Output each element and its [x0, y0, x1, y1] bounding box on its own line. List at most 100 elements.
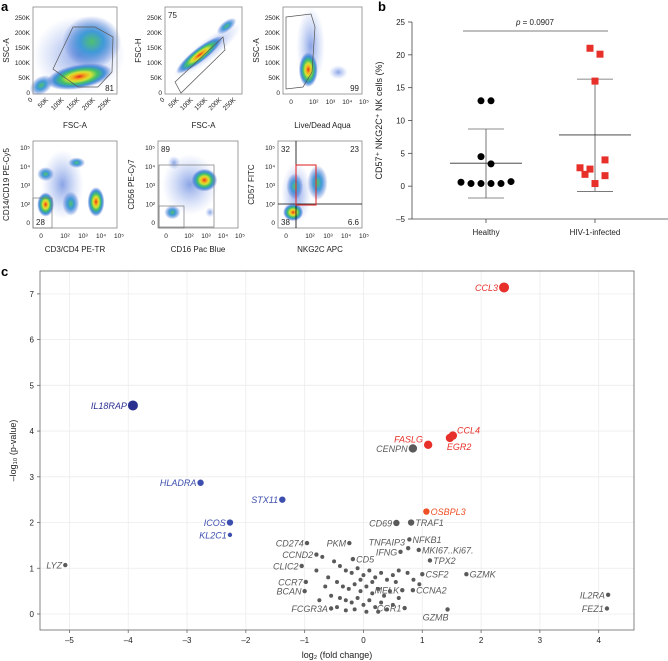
gene-cd5: CD5: [350, 555, 375, 565]
gene-point: [411, 577, 416, 582]
panel-label-b: b: [378, 0, 386, 14]
x-tick-label: 10²: [60, 233, 70, 240]
cell-population-density: [176, 36, 224, 74]
gene-point: [358, 577, 363, 582]
data-point: [457, 178, 465, 186]
flow-plot-nk: 89 0 10² 10³ 10⁴ 10⁵ 0 10² 10³ 10⁴ 10⁵ CD16 Pac Blu…: [127, 140, 245, 254]
gene-cd69: CD69: [369, 518, 400, 528]
gene-label: FCGR3A: [291, 604, 328, 614]
gene-tpx2: TPX2: [427, 556, 456, 566]
gene-point: [337, 595, 342, 600]
gene-point: [379, 600, 384, 605]
gene-bcan: BCAN: [276, 587, 307, 597]
plot-frame: [39, 270, 635, 631]
gene-label: CCL3: [475, 283, 498, 293]
cell-population-density: [46, 63, 113, 90]
y-tick-label: 200K: [265, 30, 281, 37]
x-tick-label: 3: [538, 636, 543, 645]
x-tick-label: 0: [39, 233, 43, 240]
gene-point: [328, 606, 334, 611]
cell-population-density: [307, 165, 328, 201]
x-tick-label: 4: [596, 636, 601, 645]
y-axis-label: CD14/CD19 PE-Cy5: [2, 147, 11, 220]
cell-population-density: [328, 65, 348, 80]
x-tick-label: 50K: [37, 96, 51, 110]
y-tick-label: 0: [26, 90, 30, 97]
gene-point: [604, 606, 610, 611]
gene-label: IL18RAP: [91, 401, 127, 411]
y-tick-label: 10⁴: [265, 164, 275, 171]
gene-point: [384, 607, 389, 612]
gene-il2ra: IL2RA: [580, 590, 611, 600]
y-tick-label: 0: [276, 90, 280, 97]
nkg2c-cd57-gate: [295, 164, 317, 206]
gene-point: [390, 573, 395, 578]
x-tick-label: 10³: [323, 233, 333, 240]
plot-frame: [157, 140, 239, 229]
cell-population-density: [216, 17, 237, 35]
y-tick-label: 5: [30, 381, 35, 390]
data-point: [477, 97, 485, 105]
y-tick-label: 150K: [265, 45, 281, 52]
gene-point: [393, 519, 400, 527]
cell-population-density: [283, 203, 304, 222]
gene-point: [423, 508, 430, 515]
cell-population-density: [62, 15, 122, 68]
gene-point: [384, 577, 389, 582]
gene-point: [390, 602, 395, 607]
data-point: [467, 180, 475, 188]
flow-plot-nkg2c-cd57: 32 23 38 6.6 0 10² 10³ 10⁴ 10⁵ 0 10² 10³ 10⁴ 10⁵ NKG2C…: [247, 140, 369, 254]
gene-point: [407, 537, 412, 542]
y-axis-label: SSC-A: [252, 38, 261, 63]
y-tick-label: 10⁵: [265, 145, 275, 152]
gene-fcgr3a: FCGR3A: [291, 604, 334, 614]
gene-point: [337, 563, 342, 568]
data-point: [497, 180, 505, 188]
gene-point: [367, 598, 372, 603]
data-point: [591, 77, 599, 85]
y-tick-label: 2: [30, 519, 35, 528]
gene-point: [416, 547, 421, 553]
gene-point: [303, 579, 309, 585]
gene-label: CLIC2: [273, 561, 299, 571]
gene-point: [361, 602, 366, 607]
data-point: [487, 97, 495, 105]
gene-nfkb1: NFKB1: [407, 535, 442, 545]
y-tick-label: 100K: [15, 60, 31, 67]
gene-label: OSBPL3: [431, 507, 466, 517]
gene-ccr7: CCR7: [278, 577, 309, 587]
gene-label: ICOS: [204, 518, 226, 528]
gene-point: [373, 575, 378, 580]
y-tick-label: 4: [30, 427, 35, 436]
gene-label: CCR1: [377, 604, 402, 614]
cell-population-density: [37, 167, 54, 182]
gene-point: [347, 540, 352, 546]
y-tick-label: 0: [271, 220, 275, 227]
gene-point: [423, 440, 433, 449]
x-tick-label: 150K: [66, 96, 82, 112]
gene-point: [358, 589, 363, 594]
gene-melk: MELK: [375, 586, 405, 596]
gene-label: IFNG: [376, 547, 398, 557]
x-tick-label: 0: [284, 233, 288, 240]
x-tick-label: 200K: [81, 96, 97, 112]
x-tick-label: 100K: [50, 96, 66, 112]
gate-percentage: 89: [161, 145, 170, 154]
y-tick-label: 10²: [146, 201, 156, 208]
x-tick-label: Healthy: [472, 228, 499, 237]
gate-outline: [158, 205, 185, 229]
x-tick-label: 10⁵: [114, 233, 124, 240]
gene-label: TRAF1: [415, 518, 444, 528]
y-tick-label: 50K: [150, 75, 162, 82]
p-value-annotation: p = 0.0907: [515, 18, 555, 27]
x-axis-label: CD3/CD4 PE-TR: [45, 245, 106, 254]
x-tick-label: –1: [300, 636, 309, 645]
cell-population-density: [205, 207, 215, 218]
data-point: [601, 172, 609, 180]
data-point: [586, 165, 594, 173]
gene-point: [302, 588, 307, 594]
y-tick-label: 25: [396, 18, 405, 27]
gene-point: [361, 573, 366, 578]
gene-point: [445, 433, 455, 443]
y-tick-label: 50K: [18, 75, 30, 82]
